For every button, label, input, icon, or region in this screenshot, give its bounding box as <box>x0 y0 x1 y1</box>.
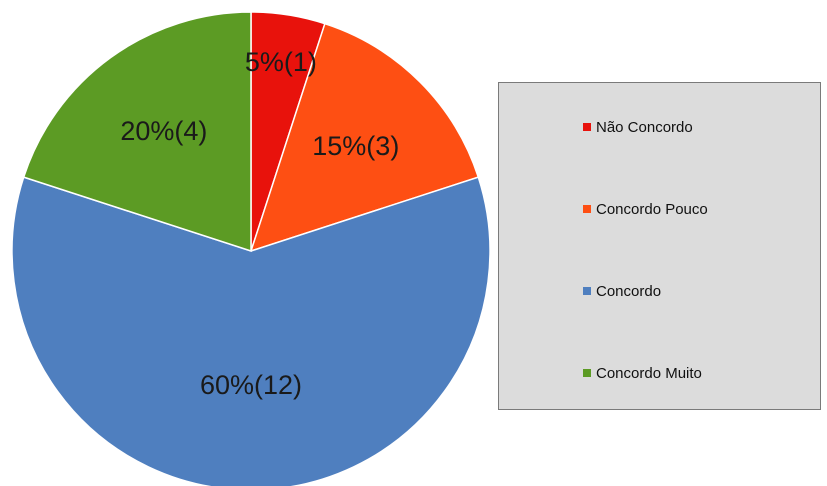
pie-slices <box>11 11 491 486</box>
legend-swatch-concordo <box>583 287 591 295</box>
legend-label: Não Concordo <box>596 118 693 136</box>
legend-swatch-concordo-pouco <box>583 205 591 213</box>
slice-label: 15%(3) <box>312 131 399 161</box>
legend-item-concordo: Concordo <box>583 281 661 301</box>
slice-label: 20%(4) <box>120 116 207 146</box>
chart-legend: Não Concordo Concordo Pouco Concordo Con… <box>498 82 821 410</box>
pie-slice-concordo-pouco <box>249 22 480 253</box>
legend-swatch-nao-concordo <box>583 123 591 131</box>
legend-swatch-concordo-muito <box>583 369 591 377</box>
legend-label: Concordo <box>596 282 662 300</box>
legend-label: Concordo Muito <box>596 364 702 382</box>
slice-label: 5%(1) <box>245 47 317 77</box>
pie-slice-concordo-muito <box>22 11 252 253</box>
legend-item-nao-concordo: Não Concordo <box>583 117 693 137</box>
slice-labels: 5%(1) 15%(3) 60%(12) 20%(4) <box>120 47 399 400</box>
legend-item-concordo-muito: Concordo Muito <box>583 363 702 383</box>
legend-item-concordo-pouco: Concordo Pouco <box>583 199 708 219</box>
pie-slice-concordo <box>11 176 491 486</box>
legend-label: Concordo Pouco <box>596 200 708 218</box>
slice-label: 60%(12) <box>200 370 302 400</box>
